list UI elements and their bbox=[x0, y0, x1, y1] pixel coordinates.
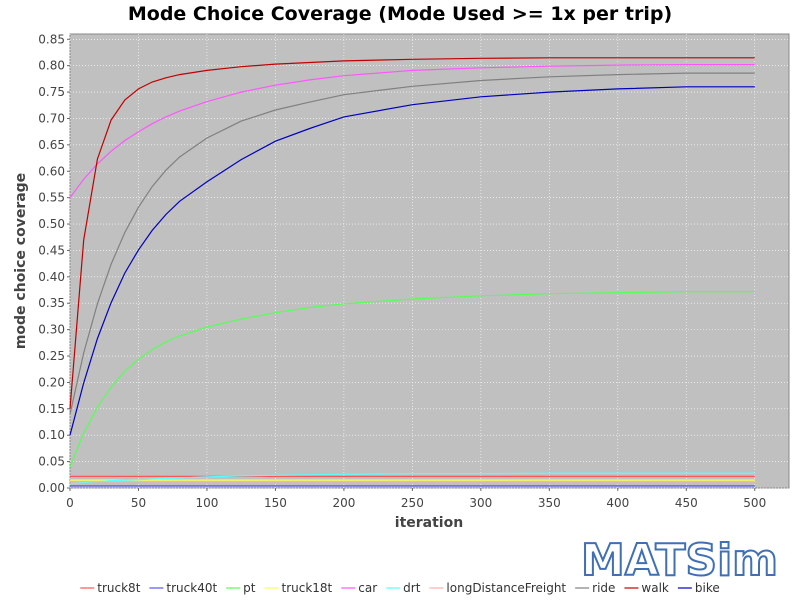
series-lines bbox=[69, 57, 755, 487]
y-tick-label: 0.05 bbox=[38, 455, 65, 469]
y-tick-label: 0.45 bbox=[38, 243, 65, 257]
series-line-walk bbox=[69, 57, 755, 409]
y-tick-label: 0.55 bbox=[38, 191, 65, 205]
y-tick-label: 0.20 bbox=[38, 375, 65, 389]
x-tick-label: 150 bbox=[264, 496, 287, 510]
y-tick-label: 0.10 bbox=[38, 428, 65, 442]
x-axis-label: iteration bbox=[395, 515, 463, 531]
logo-text: MATSim bbox=[581, 535, 778, 586]
legend-label-truck8t: truck8t bbox=[97, 581, 140, 595]
y-tick-label: 0.65 bbox=[38, 138, 65, 152]
x-tick-label: 0 bbox=[66, 496, 74, 510]
y-tick-label: 0.50 bbox=[38, 217, 65, 231]
y-axis-label: mode choice coverage bbox=[13, 173, 29, 349]
legend: truck8t truck40t pt truck18t car drt longDista… bbox=[80, 581, 720, 595]
series-line-pt bbox=[69, 291, 755, 468]
series-line-drt bbox=[69, 472, 755, 485]
plot-area bbox=[69, 33, 790, 489]
x-axis: 0 50 100 150 200 250 300 350 400 450 500 bbox=[66, 488, 766, 510]
chart-title: Mode Choice Coverage (Mode Used >= 1x pe… bbox=[128, 3, 672, 25]
y-tick-label: 0.75 bbox=[38, 85, 65, 99]
x-tick-label: 200 bbox=[332, 496, 355, 510]
series-line-car bbox=[69, 63, 755, 199]
y-axis: 0.00 0.05 0.10 0.15 0.20 0.25 0.30 0.35 0.40 0.45… bbox=[38, 32, 70, 495]
series-line-bike bbox=[69, 86, 755, 436]
legend-label-bike: bike bbox=[695, 581, 720, 595]
legend-label-ride: ride bbox=[592, 581, 615, 595]
x-tick-label: 450 bbox=[675, 496, 698, 510]
legend-label-car: car bbox=[358, 581, 377, 595]
y-tick-label: 0.30 bbox=[38, 323, 65, 337]
y-tick-label: 0.40 bbox=[38, 270, 65, 284]
legend-label-walk: walk bbox=[641, 581, 669, 595]
x-tick-label: 500 bbox=[743, 496, 766, 510]
y-tick-label: 0.25 bbox=[38, 349, 65, 363]
matsim-logo: MATSim bbox=[580, 534, 779, 587]
x-tick-label: 300 bbox=[469, 496, 492, 510]
x-tick-label: 400 bbox=[606, 496, 629, 510]
y-tick-label: 0.60 bbox=[38, 164, 65, 178]
y-tick-label: 0.80 bbox=[38, 59, 65, 73]
y-tick-label: 0.85 bbox=[38, 32, 65, 46]
y-tick-label: 0.00 bbox=[38, 481, 65, 495]
y-tick-label: 0.15 bbox=[38, 402, 65, 416]
legend-label-truck18t: truck18t bbox=[282, 581, 333, 595]
legend-label-drt: drt bbox=[403, 581, 421, 595]
x-tick-label: 100 bbox=[195, 496, 218, 510]
y-tick-label: 0.35 bbox=[38, 296, 65, 310]
legend-label-longDistanceFreight: longDistanceFreight bbox=[446, 581, 566, 595]
x-tick-label: 250 bbox=[401, 496, 424, 510]
legend-label-pt: pt bbox=[243, 581, 256, 595]
y-tick-label: 0.70 bbox=[38, 111, 65, 125]
legend-label-truck40t: truck40t bbox=[166, 581, 217, 595]
x-tick-label: 50 bbox=[131, 496, 146, 510]
x-tick-label: 350 bbox=[538, 496, 561, 510]
series-line-ride bbox=[69, 72, 755, 415]
